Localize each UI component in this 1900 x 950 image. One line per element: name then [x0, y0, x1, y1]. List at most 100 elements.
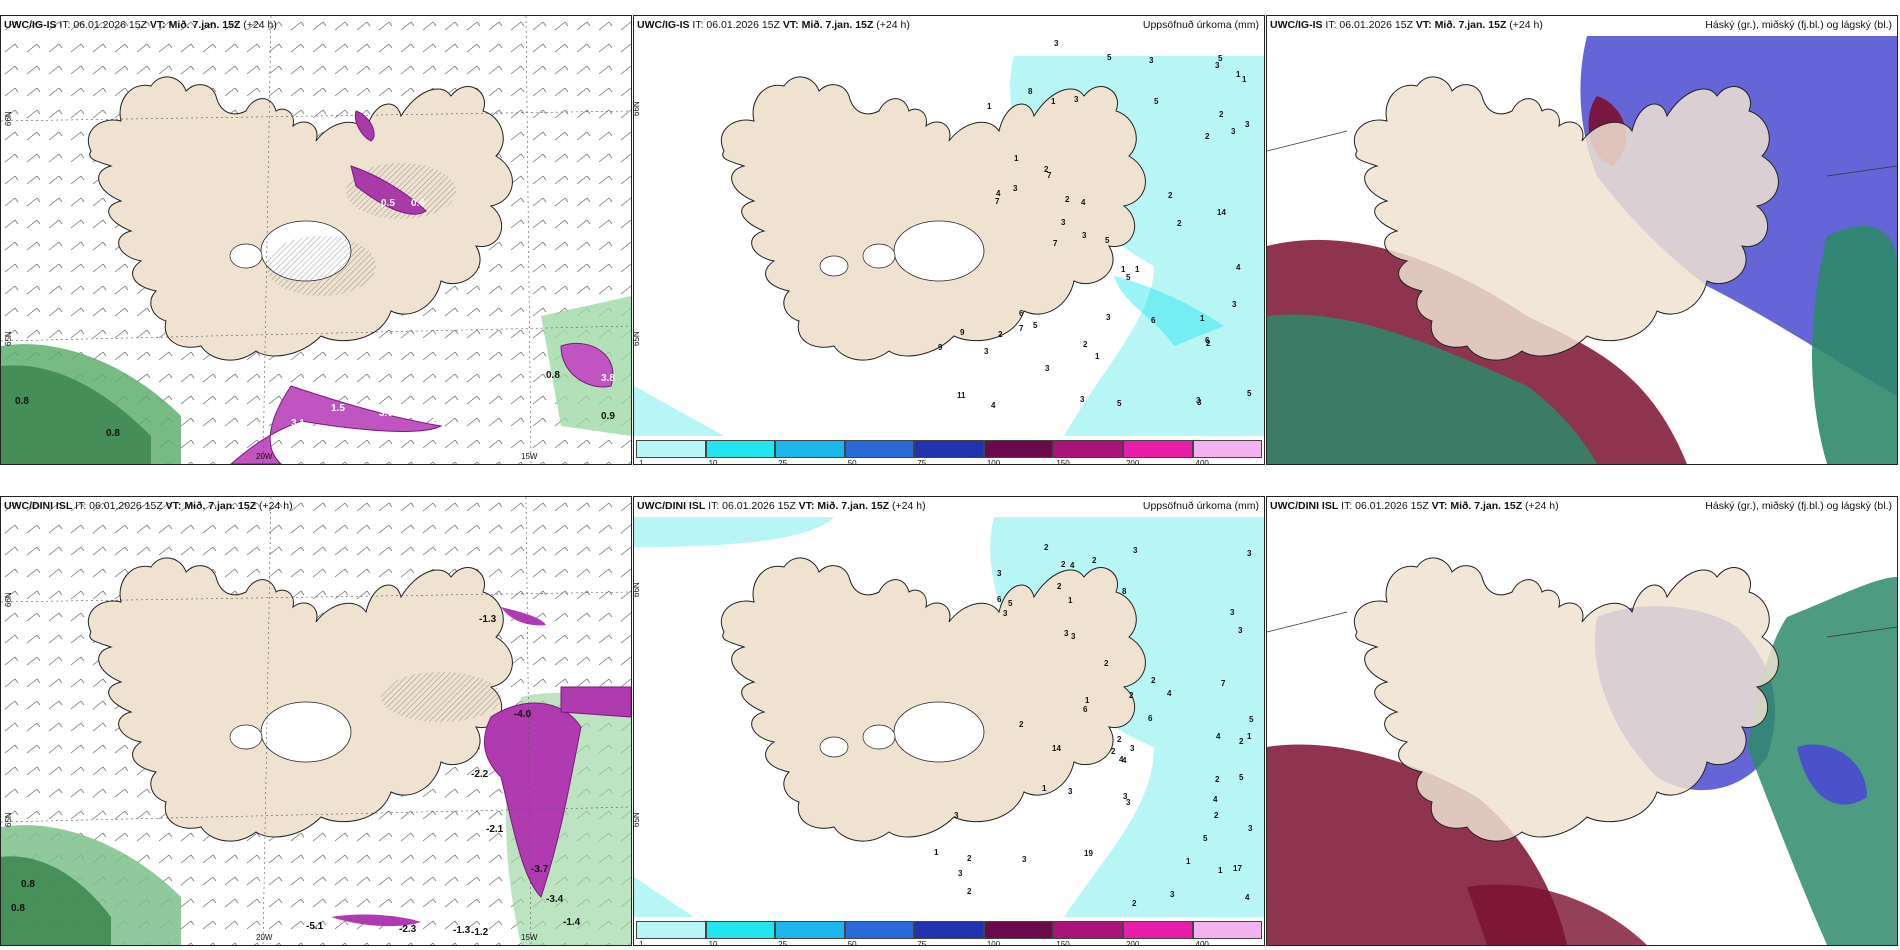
- precip-value: 5: [1008, 599, 1013, 608]
- precip-value: 2: [1205, 132, 1210, 141]
- precip-value: 3: [1123, 792, 1128, 801]
- legend-label: 100: [986, 459, 1001, 465]
- precip-value: 2: [1019, 720, 1024, 729]
- precip-value: 2: [1206, 339, 1211, 348]
- precip-value: 5: [1247, 389, 1252, 398]
- legend-swatch: 400: [1192, 440, 1263, 464]
- precip-value: 1: [1236, 70, 1241, 79]
- precip-value: 2: [1083, 340, 1088, 349]
- value-label: 3.1: [291, 418, 305, 429]
- precip-value: 11: [957, 391, 966, 400]
- legend-label: 50: [847, 940, 857, 946]
- precip-value: 19: [1084, 849, 1093, 858]
- legend-label: 50: [847, 459, 857, 465]
- precip-value: 7: [1019, 324, 1024, 333]
- latitude-tick: 66N: [4, 111, 13, 126]
- precip-value: 1: [1247, 732, 1252, 741]
- precip-value: 1: [1135, 265, 1140, 274]
- legend-swatch: 50: [844, 921, 915, 945]
- precip-value: 3: [1054, 39, 1059, 48]
- latitude-tick: 66N: [633, 101, 641, 116]
- value-label: 0.8: [106, 428, 120, 439]
- precip-value: 2: [998, 330, 1003, 339]
- precip-value: 8: [1028, 87, 1033, 96]
- precip-value: 1: [1186, 857, 1191, 866]
- precip-value: 6: [1148, 714, 1153, 723]
- legend-swatch: 100: [983, 921, 1054, 945]
- weather-map: 5123344218642319551214232116342333321375…: [634, 39, 1264, 436]
- value-label: -2.3: [399, 924, 417, 935]
- precip-value: 2: [967, 854, 972, 863]
- precip-value: 6: [1205, 336, 1210, 345]
- precip-numbers: 4343331332232223212234617561419734242111…: [934, 543, 1254, 908]
- precip-value: 3: [1245, 120, 1250, 129]
- precip-value: 2: [1061, 560, 1066, 569]
- precip-value: 2: [1177, 219, 1182, 228]
- weather-map: -1.3 -4.0 -2.2 -2.1 -3.7 -3.4 -1.4 -5.1 …: [1, 497, 631, 945]
- precip-value: 2: [1219, 110, 1224, 119]
- precip-value: 9: [938, 343, 943, 352]
- precip-value: 3: [954, 811, 959, 820]
- precip-value: 2: [1132, 899, 1137, 908]
- precip-value: 5: [1117, 399, 1122, 408]
- value-label: -2.2: [471, 769, 489, 780]
- precip-value: 3: [1061, 218, 1066, 227]
- legend-label: 150: [1056, 459, 1070, 465]
- precip-value: 2: [1065, 195, 1070, 204]
- precip-value: 2: [1214, 811, 1219, 820]
- precip-value: 5: [1105, 236, 1110, 245]
- panel-ig-clouds: UWC/IG-IS IT: 06.01.2026 15Z VT: Mið. 7.…: [1266, 15, 1898, 465]
- value-label: 1.5: [331, 403, 345, 414]
- value-label: 1.4: [431, 413, 445, 424]
- precip-value: 3: [1126, 798, 1131, 807]
- value-label: 2.5: [307, 448, 321, 459]
- precip-value: 3: [1133, 546, 1138, 555]
- precip-value: 2: [1092, 556, 1097, 565]
- value-label: 0.6: [411, 198, 425, 209]
- value-label: 0.8: [21, 879, 35, 890]
- precip-value: 7: [1047, 171, 1052, 180]
- legend-label: 150: [1056, 940, 1070, 946]
- legend-swatch: 150: [1053, 921, 1123, 945]
- precip-value: 6: [997, 595, 1002, 604]
- panel-header: UWC/DINI ISL IT: 06.01.2026 15Z VT: Mið.…: [4, 500, 293, 512]
- value-label: -3.7: [531, 864, 549, 875]
- precip-value: 1: [1085, 696, 1090, 705]
- precip-value: 3: [1247, 549, 1252, 558]
- legend-label: 200: [1125, 459, 1140, 465]
- value-label: -1.3: [453, 925, 471, 936]
- precip-value: 2: [1044, 543, 1049, 552]
- legend-swatch: 10: [705, 440, 776, 464]
- panel-dini-temp: UWC/DINI ISL IT: 06.01.2026 15Z VT: Mið.…: [0, 496, 632, 946]
- precip-value: 5: [1107, 53, 1112, 62]
- precip-value: 3: [1196, 396, 1201, 405]
- precip-value: 1: [934, 848, 939, 857]
- precip-value: 6: [1019, 309, 1024, 318]
- legend-swatch: 25: [775, 440, 845, 464]
- precip-value: 4: [1216, 732, 1221, 741]
- legend-label: 1: [639, 940, 644, 946]
- precip-value: 3: [1231, 127, 1236, 136]
- value-label: -5.1: [306, 921, 324, 932]
- legend-swatch: 150: [1053, 440, 1123, 464]
- precip-value: 2: [1117, 735, 1122, 744]
- precip-value: 9: [960, 328, 965, 337]
- precip-value: 3: [1068, 787, 1073, 796]
- legend-label: 25: [778, 940, 788, 946]
- precip-value: 2: [1129, 691, 1134, 700]
- product-title: Uppsöfnuð úrkoma (mm): [1142, 19, 1259, 31]
- precip-value: 3: [1045, 364, 1050, 373]
- legend-swatch: 50: [844, 440, 915, 464]
- latitude-tick: 66N: [4, 592, 13, 607]
- precip-value: 4: [991, 401, 996, 410]
- precip-value: 2: [1104, 659, 1109, 668]
- latitude-tick: 65N: [633, 331, 641, 346]
- precip-value: 6: [1083, 705, 1088, 714]
- value-label: 0.9: [601, 411, 615, 422]
- panel-dini-precip: UWC/DINI ISL IT: 06.01.2026 15Z VT: Mið.…: [633, 496, 1265, 946]
- precip-value: 3: [1149, 56, 1154, 65]
- precip-value: 1: [1068, 596, 1073, 605]
- value-label: 0.8: [546, 370, 560, 381]
- precip-value: 3: [1238, 626, 1243, 635]
- precip-value: 7: [1221, 679, 1226, 688]
